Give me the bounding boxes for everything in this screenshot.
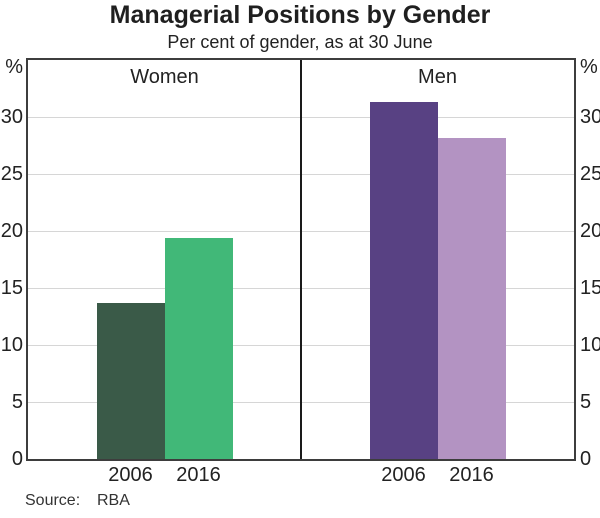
- chart-subtitle: Per cent of gender, as at 30 June: [167, 32, 433, 52]
- source-note: Source: RBA: [25, 492, 130, 510]
- x-tick-label-men-2006: 2006: [381, 464, 426, 486]
- y-tick-label-left-20: 20: [0, 220, 23, 242]
- bar-men-2006: [369, 102, 438, 459]
- bar-women-2006: [96, 302, 165, 459]
- panel-label-women: Women: [130, 66, 199, 88]
- source-label: Source:: [25, 492, 81, 509]
- y-tick-label-right-25: 25: [580, 163, 600, 185]
- y-tick-label-left-0: 0: [11, 448, 23, 470]
- bar-men-2016: [437, 137, 506, 459]
- x-tick-label-women-2006: 2006: [108, 464, 153, 486]
- y-tick-label-right-20: 20: [580, 220, 600, 242]
- y-tick-label-right-15: 15: [580, 277, 600, 299]
- chart-title: Managerial Positions by Gender: [109, 1, 491, 29]
- y-axis-unit-right: %: [580, 56, 598, 78]
- y-tick-label-right-30: 30: [580, 106, 600, 128]
- y-tick-label-left-15: 15: [0, 277, 23, 299]
- bar-women-2016: [164, 237, 233, 459]
- y-tick-label-right-0: 0: [580, 448, 592, 470]
- y-axis-unit-left: %: [5, 56, 23, 78]
- y-tick-label-right-5: 5: [580, 391, 592, 413]
- y-tick-label-left-25: 25: [0, 163, 23, 185]
- x-tick-label-women-2016: 2016: [176, 464, 221, 486]
- plot-area: Women Men: [26, 58, 576, 461]
- source-value: RBA: [97, 492, 130, 509]
- x-tick-label-men-2016: 2016: [449, 464, 494, 486]
- y-tick-label-left-30: 30: [0, 106, 23, 128]
- y-tick-label-left-10: 10: [0, 334, 23, 356]
- panel-label-men: Men: [418, 66, 457, 88]
- y-tick-label-left-5: 5: [11, 391, 23, 413]
- panel-divider: [300, 60, 302, 459]
- y-tick-label-right-10: 10: [580, 334, 600, 356]
